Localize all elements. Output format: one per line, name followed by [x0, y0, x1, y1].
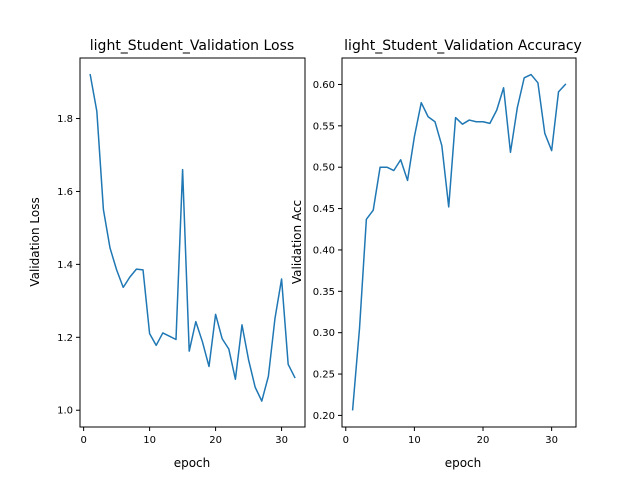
- accuracy-x-tick-label: 0: [343, 435, 349, 446]
- accuracy-x-axis-label: epoch: [445, 456, 482, 470]
- loss-y-tick-label: 1.4: [57, 260, 73, 271]
- loss-x-tick-label: 0: [80, 435, 86, 446]
- loss-x-ticks: 0 10 20 30: [80, 427, 288, 446]
- accuracy-x-tick-label: 10: [408, 435, 421, 446]
- loss-x-tick-label: 20: [209, 435, 222, 446]
- accuracy-y-tick-label: 0.60: [313, 80, 335, 91]
- accuracy-y-tick-label: 0.40: [313, 245, 335, 256]
- loss-x-tick-label: 30: [275, 435, 288, 446]
- accuracy-y-tick-label: 0.45: [313, 204, 335, 215]
- loss-series: [89, 73, 296, 402]
- accuracy-series-line: [351, 73, 567, 411]
- loss-y-tick-label: 1.8: [57, 114, 73, 125]
- loss-y-tick-label: 1.6: [57, 187, 73, 198]
- accuracy-plot-frame: [341, 57, 577, 428]
- loss-y-axis-label: Validation Loss: [28, 197, 42, 286]
- loss-x-tick-label: 10: [143, 435, 156, 446]
- loss-y-tick-label: 1.2: [57, 333, 73, 344]
- accuracy-x-tick-label: 20: [477, 435, 490, 446]
- accuracy-y-tick-label: 0.30: [313, 328, 335, 339]
- loss-chart-title: light_Student_Validation Loss: [90, 38, 294, 54]
- accuracy-y-tick-label: 0.35: [313, 287, 335, 298]
- accuracy-x-tick-label: 30: [545, 435, 558, 446]
- accuracy-series: [351, 73, 567, 411]
- accuracy-x-ticks: 0 10 20 30: [343, 427, 558, 446]
- loss-y-ticks: 1.0 1.2 1.4 1.6 1.8: [57, 114, 80, 417]
- loss-chart: light_Student_Validation Loss epoch Vali…: [28, 38, 306, 470]
- loss-series-line: [89, 73, 296, 402]
- accuracy-y-tick-label: 0.20: [313, 411, 335, 422]
- accuracy-chart: light_Student_Validation Accuracy epoch …: [290, 38, 582, 470]
- accuracy-chart-title: light_Student_Validation Accuracy: [344, 38, 582, 54]
- accuracy-y-axis-label: Validation Acc: [290, 200, 304, 284]
- accuracy-y-tick-label: 0.55: [313, 121, 335, 132]
- loss-x-axis-label: epoch: [174, 456, 211, 470]
- loss-y-tick-label: 1.0: [57, 406, 73, 417]
- accuracy-y-tick-label: 0.50: [313, 163, 335, 174]
- accuracy-y-tick-label: 0.25: [313, 370, 335, 381]
- loss-plot-frame: [79, 57, 306, 428]
- accuracy-y-ticks: 0.20 0.25 0.30 0.35 0.40 0.45 0.50 0.55 0.60: [313, 80, 342, 422]
